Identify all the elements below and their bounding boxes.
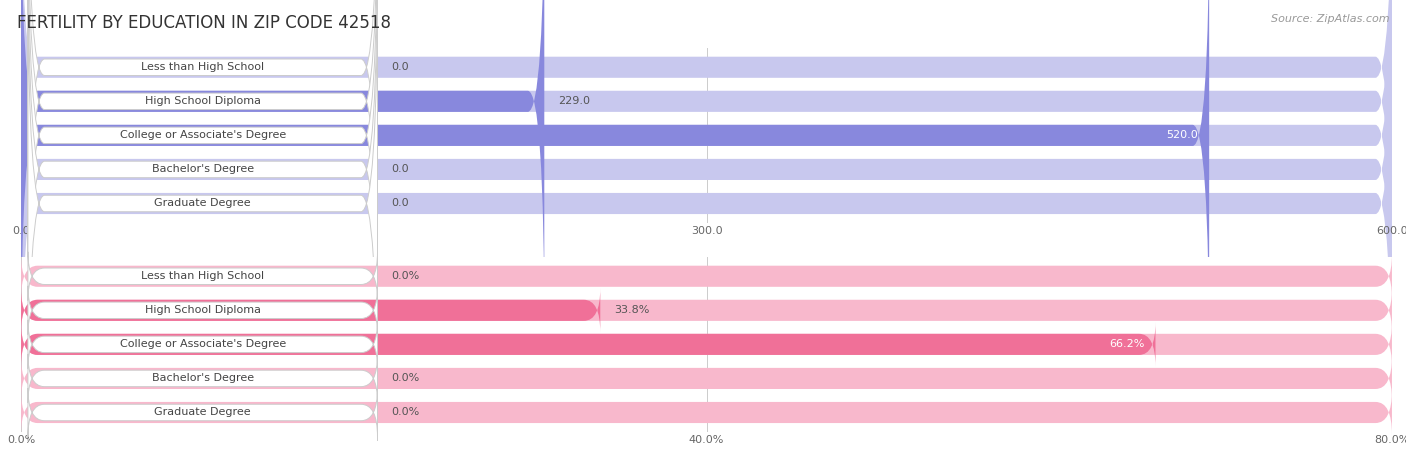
FancyBboxPatch shape <box>21 288 1392 332</box>
Text: 0.0: 0.0 <box>391 199 409 209</box>
Text: Source: ZipAtlas.com: Source: ZipAtlas.com <box>1271 14 1389 24</box>
FancyBboxPatch shape <box>28 0 377 407</box>
FancyBboxPatch shape <box>28 0 377 440</box>
FancyBboxPatch shape <box>21 254 1392 298</box>
Text: College or Associate's Degree: College or Associate's Degree <box>120 130 285 141</box>
Text: FERTILITY BY EDUCATION IN ZIP CODE 42518: FERTILITY BY EDUCATION IN ZIP CODE 42518 <box>17 14 391 32</box>
Text: 229.0: 229.0 <box>558 96 591 106</box>
FancyBboxPatch shape <box>21 0 1392 370</box>
FancyBboxPatch shape <box>21 0 1392 404</box>
Text: 66.2%: 66.2% <box>1109 339 1144 350</box>
Text: 33.8%: 33.8% <box>614 305 650 315</box>
Text: Bachelor's Degree: Bachelor's Degree <box>152 373 254 383</box>
FancyBboxPatch shape <box>21 0 1392 336</box>
FancyBboxPatch shape <box>21 322 1156 367</box>
FancyBboxPatch shape <box>28 354 377 403</box>
FancyBboxPatch shape <box>21 0 544 336</box>
Text: Less than High School: Less than High School <box>141 62 264 72</box>
Text: 0.0: 0.0 <box>391 164 409 174</box>
FancyBboxPatch shape <box>28 0 377 304</box>
Text: Graduate Degree: Graduate Degree <box>155 408 252 418</box>
FancyBboxPatch shape <box>21 288 600 332</box>
FancyBboxPatch shape <box>21 0 1392 438</box>
FancyBboxPatch shape <box>21 0 1392 302</box>
Text: 0.0: 0.0 <box>391 62 409 72</box>
FancyBboxPatch shape <box>28 388 377 437</box>
FancyBboxPatch shape <box>21 356 1392 400</box>
Text: Graduate Degree: Graduate Degree <box>155 199 252 209</box>
FancyBboxPatch shape <box>28 0 377 338</box>
Text: Less than High School: Less than High School <box>141 271 264 281</box>
FancyBboxPatch shape <box>28 320 377 369</box>
Text: 0.0%: 0.0% <box>391 271 419 281</box>
Text: 0.0%: 0.0% <box>391 408 419 418</box>
Text: Bachelor's Degree: Bachelor's Degree <box>152 164 254 174</box>
Text: 520.0: 520.0 <box>1167 130 1198 141</box>
FancyBboxPatch shape <box>28 252 377 301</box>
FancyBboxPatch shape <box>21 0 1209 370</box>
FancyBboxPatch shape <box>28 286 377 335</box>
Text: College or Associate's Degree: College or Associate's Degree <box>120 339 285 350</box>
FancyBboxPatch shape <box>21 390 1392 435</box>
Text: 0.0%: 0.0% <box>391 373 419 383</box>
Text: High School Diploma: High School Diploma <box>145 305 260 315</box>
FancyBboxPatch shape <box>28 0 377 372</box>
FancyBboxPatch shape <box>21 322 1392 367</box>
Text: High School Diploma: High School Diploma <box>145 96 260 106</box>
